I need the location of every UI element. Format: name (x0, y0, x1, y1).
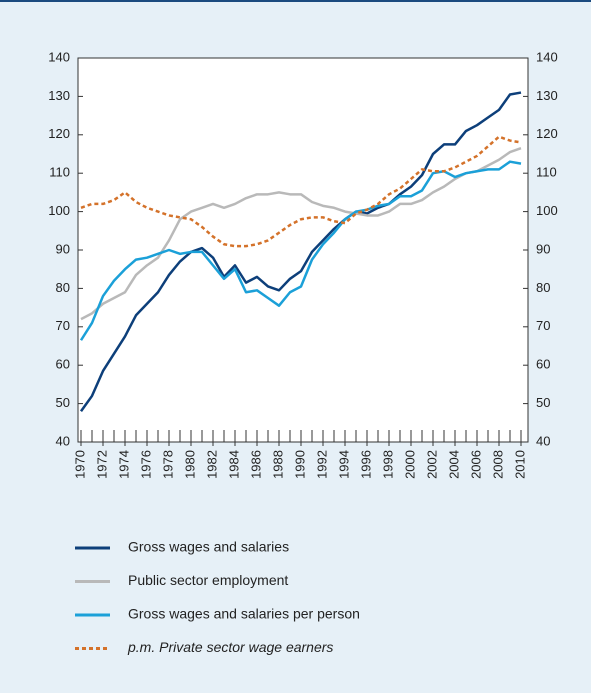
y-tick-label: 130 (48, 88, 70, 103)
x-tick-label: 2008 (490, 450, 505, 479)
y2-tick-label: 40 (536, 433, 550, 448)
x-tick-label: 2004 (446, 450, 461, 479)
y-tick-label: 140 (48, 49, 70, 64)
x-tick-label: 1980 (182, 450, 197, 479)
y-tick-label: 120 (48, 126, 70, 141)
legend-label: Gross wages and salaries (128, 539, 289, 555)
x-tick-label: 1994 (336, 450, 351, 479)
y2-tick-label: 140 (536, 49, 558, 64)
y2-tick-label: 110 (536, 165, 557, 180)
y2-tick-label: 120 (536, 126, 558, 141)
x-tick-label: 1970 (72, 450, 87, 479)
x-tick-label: 2002 (424, 450, 439, 479)
plot-area (77, 57, 529, 443)
legend-label: Public sector employment (128, 572, 288, 588)
legend-label: p.m. Private sector wage earners (127, 639, 333, 655)
y2-tick-label: 80 (536, 280, 550, 295)
series-line (80, 147, 522, 321)
y-tick-label: 70 (56, 318, 70, 333)
y2-tick-label: 50 (536, 395, 550, 410)
x-tick-label: 1974 (116, 450, 131, 479)
y2-tick-label: 90 (536, 241, 550, 256)
x-tick-label: 1992 (314, 450, 329, 479)
x-tick-label: 1986 (248, 450, 263, 479)
x-tick-label: 2006 (468, 450, 483, 479)
y2-tick-label: 70 (536, 318, 550, 333)
x-tick-label: 1976 (138, 450, 153, 479)
legend-label: Gross wages and salaries per person (128, 606, 360, 622)
y-tick-label: 90 (56, 241, 70, 256)
x-tick-label: 1996 (358, 450, 373, 479)
y-tick-label: 50 (56, 395, 70, 410)
y-tick-label: 60 (56, 357, 70, 372)
y-tick-label: 40 (56, 433, 70, 448)
y2-tick-label: 130 (536, 88, 558, 103)
top-border (0, 0, 591, 2)
x-tick-label: 2010 (512, 450, 527, 479)
y-tick-label: 80 (56, 280, 70, 295)
x-tick-label: 1988 (270, 450, 285, 479)
x-tick-label: 1990 (292, 450, 307, 479)
series-line (79, 160, 522, 341)
x-tick-label: 1984 (226, 450, 241, 479)
x-tick-label: 1978 (160, 450, 175, 479)
y2-tick-label: 100 (536, 203, 558, 218)
x-tick-label: 2000 (402, 450, 417, 479)
x-tick-label: 1972 (94, 450, 109, 479)
series-line (80, 135, 522, 248)
series-line (79, 91, 522, 413)
y2-tick-label: 60 (536, 357, 550, 372)
x-tick-label: 1998 (380, 450, 395, 479)
y-tick-label: 110 (49, 165, 70, 180)
x-tick-label: 1982 (204, 450, 219, 479)
y-tick-label: 100 (48, 203, 70, 218)
